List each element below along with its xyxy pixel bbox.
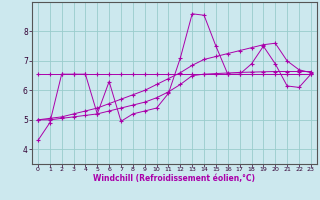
X-axis label: Windchill (Refroidissement éolien,°C): Windchill (Refroidissement éolien,°C) bbox=[93, 174, 255, 183]
